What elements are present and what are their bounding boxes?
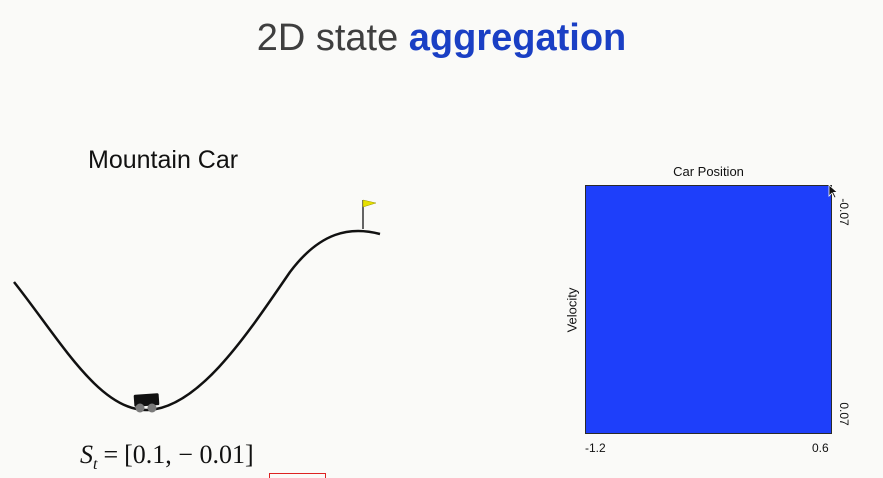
flag-icon [362, 199, 377, 208]
state-symbol: S [80, 440, 93, 469]
title-emphasis: aggregation [408, 17, 627, 59]
car-body [133, 393, 160, 407]
x-tick-max: 0.6 [812, 441, 829, 455]
state-equals: = [103, 440, 119, 469]
x-tick-min: -1.2 [585, 441, 606, 455]
velocity-tick-bottom: 0.07 [837, 402, 851, 426]
velocity-tick-top: -0.07 [837, 198, 851, 226]
mountain-curve [13, 229, 381, 412]
goal-flag [362, 199, 377, 229]
annotation-box [269, 473, 326, 478]
aggregation-grid [585, 185, 832, 434]
slide-title: 2D state aggregation [0, 14, 883, 62]
title-prefix: 2D state [256, 17, 409, 59]
car-wheel-front [147, 403, 157, 413]
grid-y-axis-label: Velocity [564, 287, 580, 333]
mouse-cursor-icon [828, 184, 839, 199]
environment-label: Mountain Car [88, 146, 239, 174]
state-equation: St = [0.1, − 0.01] [80, 440, 254, 474]
grid-x-axis-label: Car Position [673, 164, 744, 179]
mountain-car-scene [13, 199, 381, 413]
car-wheel-rear [135, 403, 145, 413]
state-subscript: t [93, 456, 98, 474]
car [133, 393, 160, 413]
state-value: [0.1, − 0.01] [124, 440, 254, 469]
